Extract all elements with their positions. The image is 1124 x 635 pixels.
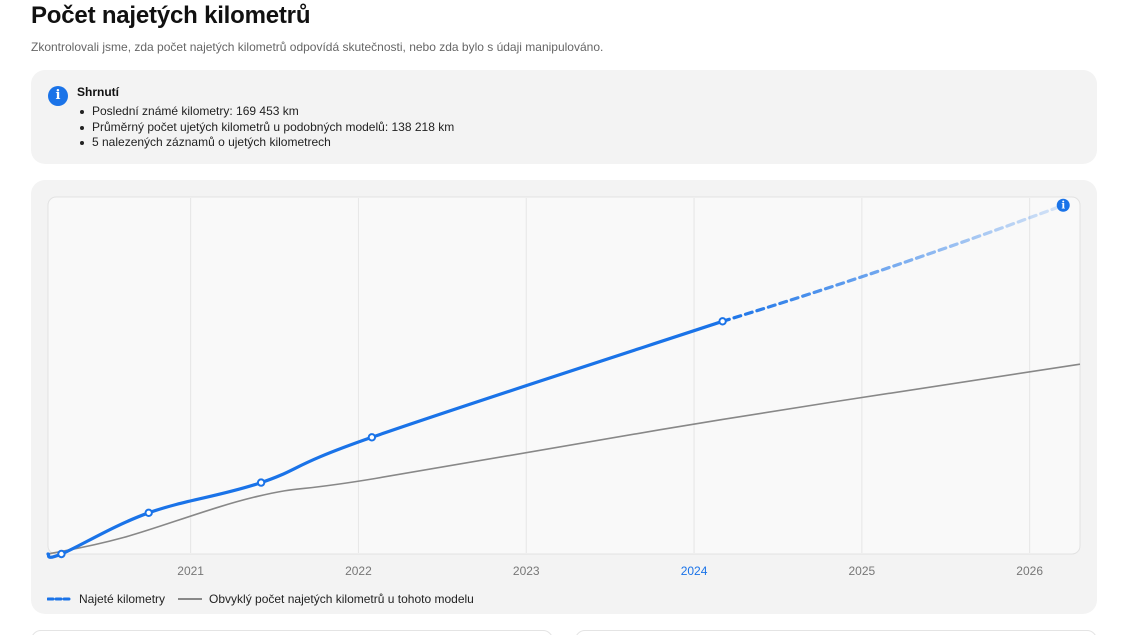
legend-label: Najeté kilometry: [79, 592, 166, 606]
summary-panel: i Shrnutí Poslední známé kilometry: 169 …: [31, 70, 1097, 164]
legend-item-typical[interactable]: Obvyklý počet najetých kilometrů u tohot…: [177, 592, 474, 606]
x-tick-label: 2026: [1016, 564, 1043, 578]
mileage-record-point: [367, 433, 377, 442]
x-tick-label: 2025: [849, 564, 876, 578]
x-tick-label: 2023: [513, 564, 540, 578]
x-tick-label: 2022: [345, 564, 372, 578]
info-marker: [1056, 198, 1070, 212]
mileage-record-point: [144, 508, 153, 518]
page-title: Počet najetých kilometrů: [31, 2, 311, 29]
summary-item: Průměrný počet ujetých kilometrů u podob…: [77, 120, 454, 136]
summary-list: Poslední známé kilometry: 169 453 km Prů…: [77, 104, 454, 151]
mileage-record-point: [57, 549, 66, 559]
x-tick-label: 2024: [681, 564, 708, 578]
mileage-projection-line: [720, 203, 1065, 323]
projection-info-icon[interactable]: i: [1056, 198, 1070, 212]
bottom-card-right: [575, 630, 1097, 635]
info-marker-glyph: i: [1061, 201, 1065, 212]
bottom-card-left: [31, 630, 553, 635]
summary-item: 5 nalezených záznamů o ujetých kilometre…: [77, 135, 454, 151]
legend-swatch-solid-gray: [178, 598, 203, 600]
legend-label: Obvyklý počet najetých kilometrů u tohot…: [209, 592, 474, 606]
mileage-record-point: [256, 478, 266, 487]
typical-mileage-line: [47, 363, 1081, 555]
info-icon: i: [48, 86, 68, 106]
page-subtitle: Zkontrolovali jsme, zda počet najetých k…: [31, 40, 604, 54]
legend-item-mileage[interactable]: Najeté kilometry: [47, 592, 165, 606]
mileage-record-point: [718, 317, 727, 326]
x-tick-label: 2021: [177, 564, 204, 578]
legend: Najeté kilometry Obvyklý počet najetých …: [47, 592, 486, 606]
summary-item: Poslední známé kilometry: 169 453 km: [77, 104, 454, 120]
legend-swatch-dashed-blue: [47, 597, 73, 601]
mileage-chart: i 2021 2022 2023 2024 2025 2026: [46, 196, 1081, 578]
plot-area: [47, 196, 1081, 555]
summary-title: Shrnutí: [77, 85, 119, 99]
